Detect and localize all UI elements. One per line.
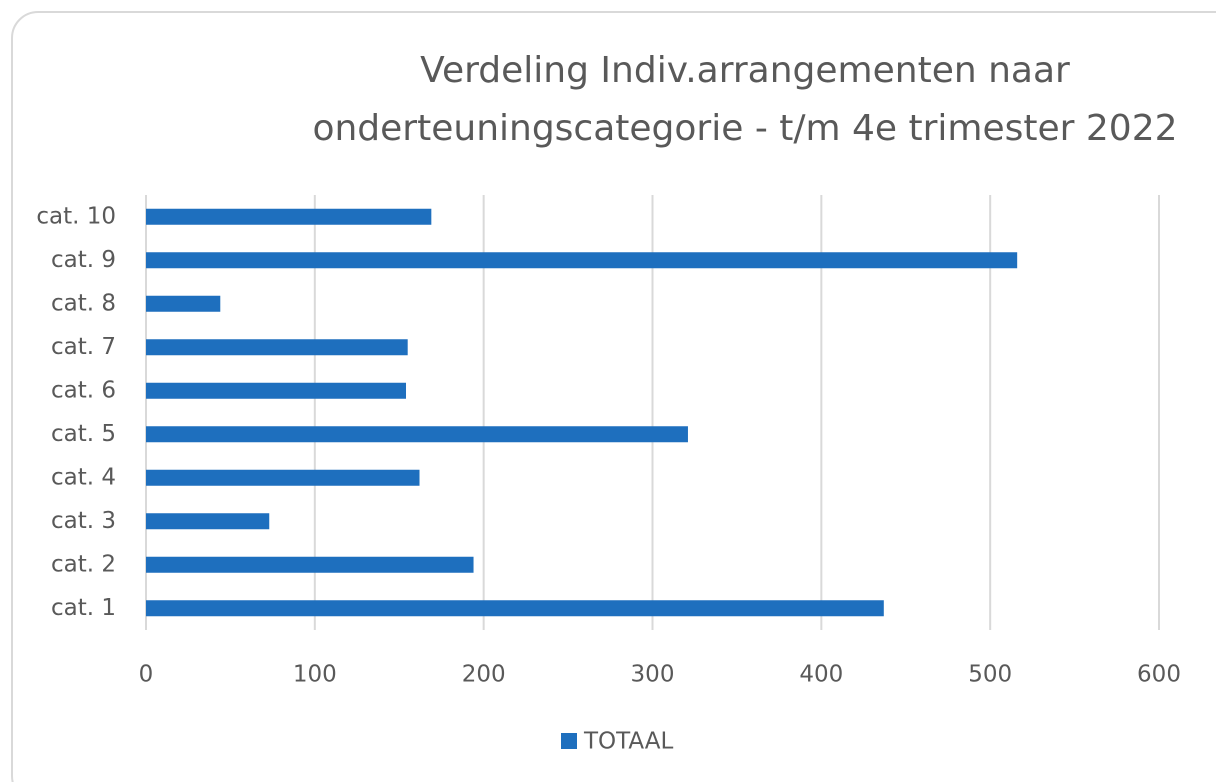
x-tick-label: 100: [293, 662, 337, 688]
legend-label: TOTAAL: [583, 729, 674, 755]
x-tick-label: 500: [968, 662, 1012, 688]
x-tick-label: 300: [631, 662, 675, 688]
y-tick-label: cat. 7: [51, 334, 116, 360]
bar: [146, 208, 432, 225]
x-tick-label: 200: [462, 662, 506, 688]
x-tick-label: 0: [139, 662, 154, 688]
bar: [146, 426, 688, 443]
bar: [146, 600, 884, 617]
x-tick-label: 400: [799, 662, 843, 688]
x-tick-label: 600: [1137, 662, 1181, 688]
bar: [146, 513, 270, 530]
y-tick-label: cat. 5: [51, 421, 116, 447]
y-tick-label: cat. 4: [51, 464, 116, 490]
y-tick-label: cat. 9: [51, 247, 116, 273]
chart-frame: [11, 11, 1216, 782]
y-tick-label: cat. 8: [51, 290, 116, 316]
bar: [146, 339, 408, 356]
chart-title: onderteuningscategorie - t/m 4e trimeste…: [312, 108, 1177, 149]
y-tick-label: cat. 10: [36, 203, 116, 229]
bar: [146, 469, 420, 486]
bar: [146, 252, 1018, 269]
y-tick-label: cat. 3: [51, 508, 116, 534]
bar: [146, 295, 221, 312]
legend-swatch: [561, 733, 577, 749]
y-tick-label: cat. 2: [51, 551, 116, 577]
y-tick-label: cat. 6: [51, 377, 116, 403]
y-tick-label: cat. 1: [51, 595, 116, 621]
bar: [146, 382, 407, 399]
bar: [146, 556, 474, 573]
chart-title: Verdeling Indiv.arrangementen naar: [420, 50, 1070, 91]
